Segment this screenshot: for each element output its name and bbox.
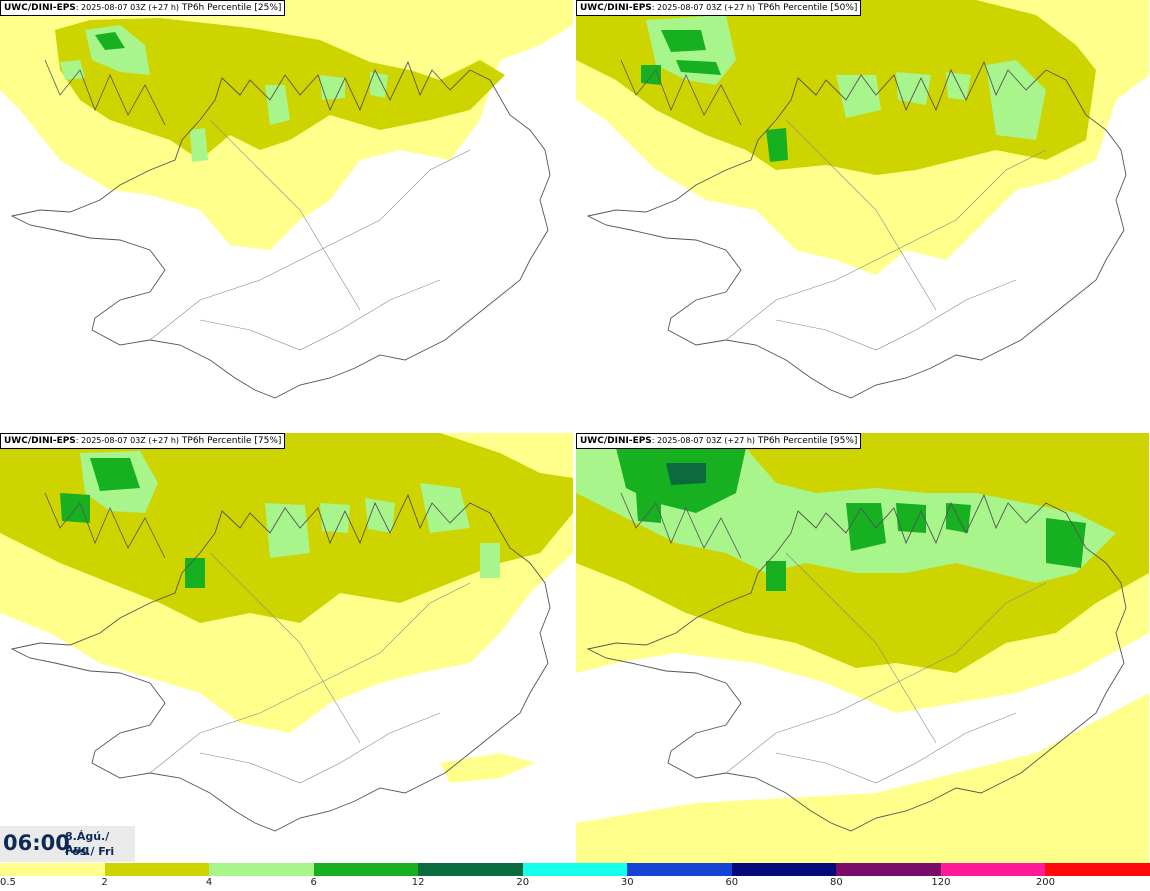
color-legend: 0.5 2 4 6 12 20 30 60 80 120 200 [0, 863, 1150, 891]
legend-tick-label: 12 [411, 877, 425, 888]
model-name: UWC/DINI-EPS [4, 436, 76, 446]
panel-title: UWC/DINI-EPS: 2025-08-07 03Z (+27 h) TP6… [576, 433, 862, 449]
field-name: TP6h Percentile [25%] [181, 3, 282, 13]
legend-tick-label: 120 [931, 877, 951, 888]
legend-tick-label: 0.5 [0, 877, 16, 888]
valid-weekday: Fös./ Fri [65, 845, 115, 858]
model-name: UWC/DINI-EPS [4, 3, 76, 13]
legend-swatch [522, 863, 628, 876]
legend-swatch [731, 863, 837, 876]
run-time: : 2025-08-07 03Z (+27 h) [75, 436, 180, 445]
legend-tick-label: 60 [725, 877, 739, 888]
legend-swatch [313, 863, 419, 876]
panel-title: UWC/DINI-EPS: 2025-08-07 03Z (+27 h) TP6… [0, 0, 286, 16]
legend-tick-label: 200 [1035, 877, 1055, 888]
run-time: : 2025-08-07 03Z (+27 h) [75, 3, 180, 12]
panel-title: UWC/DINI-EPS: 2025-08-07 03Z (+27 h) TP6… [576, 0, 862, 16]
map-panel-p50: UWC/DINI-EPS: 2025-08-07 03Z (+27 h) TP6… [576, 0, 1149, 432]
field-name: TP6h Percentile [75%] [181, 436, 282, 446]
map-panel-p75: UWC/DINI-EPS: 2025-08-07 03Z (+27 h) TP6… [0, 433, 573, 865]
legend-swatch [836, 863, 942, 876]
precip-map [0, 433, 573, 832]
legend-tick-label: 30 [620, 877, 634, 888]
run-time: : 2025-08-07 03Z (+27 h) [651, 436, 756, 445]
precip-map [576, 0, 1149, 399]
precip-map [576, 433, 1149, 865]
field-name: TP6h Percentile [50%] [757, 3, 858, 13]
legend-swatch [1045, 863, 1150, 876]
field-name: TP6h Percentile [95%] [757, 436, 858, 446]
valid-time-box: 06:00 8.Ágú./ Aug Fös./ Fri [0, 826, 135, 862]
map-panel-p25: UWC/DINI-EPS: 2025-08-07 03Z (+27 h) TP6… [0, 0, 573, 432]
map-panel-p95: UWC/DINI-EPS: 2025-08-07 03Z (+27 h) TP6… [576, 433, 1149, 865]
legend-swatch [209, 863, 315, 876]
legend-tick-label: 6 [310, 877, 317, 888]
run-time: : 2025-08-07 03Z (+27 h) [651, 3, 756, 12]
precip-map [0, 0, 573, 399]
panel-title: UWC/DINI-EPS: 2025-08-07 03Z (+27 h) TP6… [0, 433, 286, 449]
legend-tick-label: 2 [101, 877, 108, 888]
model-name: UWC/DINI-EPS [580, 436, 652, 446]
valid-date: 8.Ágú./ Aug [65, 830, 110, 856]
legend-swatch [104, 863, 210, 876]
legend-swatch [940, 863, 1046, 876]
legend-tick-label: 80 [829, 877, 843, 888]
legend-tick-label: 4 [205, 877, 213, 888]
legend-swatch [627, 863, 733, 876]
legend-swatch [0, 863, 106, 876]
valid-time: 06:00 [3, 831, 70, 855]
legend-swatch [418, 863, 524, 876]
model-name: UWC/DINI-EPS [580, 3, 652, 13]
legend-tick-label: 20 [516, 877, 530, 888]
